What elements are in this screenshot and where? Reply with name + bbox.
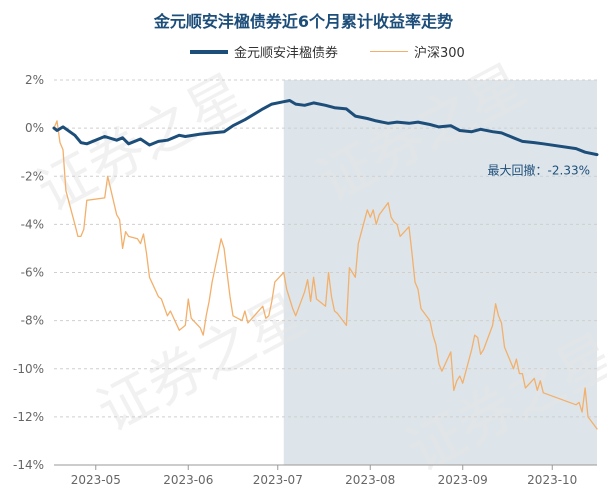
x-tick-label: 2023-06	[163, 473, 213, 487]
y-tick-label: -14%	[13, 458, 44, 472]
watermark-text: 证券之星	[27, 62, 255, 225]
x-tick-label: 2023-07	[253, 473, 303, 487]
legend-label-fund: 金元顺安沣楹债券	[234, 46, 339, 61]
legend-label-index: 沪深300	[414, 46, 465, 61]
legend-swatch-index	[370, 50, 408, 53]
y-tick-label: -8%	[21, 314, 44, 328]
legend: 金元顺安沣楹债券 沪深300	[0, 42, 607, 62]
y-tick-label: 0%	[25, 121, 44, 135]
max-drawdown-annotation: 最大回撤：-2.33%	[488, 163, 590, 178]
y-tick-label: -12%	[13, 410, 44, 424]
watermark-text: 证券之星	[87, 282, 315, 445]
legend-item-index[interactable]: 沪深300	[370, 42, 465, 61]
y-tick-label: -10%	[13, 362, 44, 376]
y-tick-label: 2%	[25, 73, 44, 87]
x-tick-label: 2023-08	[345, 473, 395, 487]
x-tick-label: 2023-05	[71, 473, 121, 487]
y-tick-label: -2%	[21, 169, 44, 183]
series-line-index	[53, 120, 598, 430]
legend-swatch-fund	[190, 49, 228, 54]
series-line-fund	[52, 99, 599, 157]
y-tick-label: -6%	[21, 266, 44, 280]
y-tick-label: -4%	[21, 217, 44, 231]
legend-item-fund[interactable]: 金元顺安沣楹债券	[190, 42, 338, 61]
chart-title: 金元顺安沣楹债券近6个月累计收益率走势	[153, 12, 454, 31]
x-tick-label: 2023-10	[527, 473, 577, 487]
x-tick-label: 2023-09	[438, 473, 488, 487]
